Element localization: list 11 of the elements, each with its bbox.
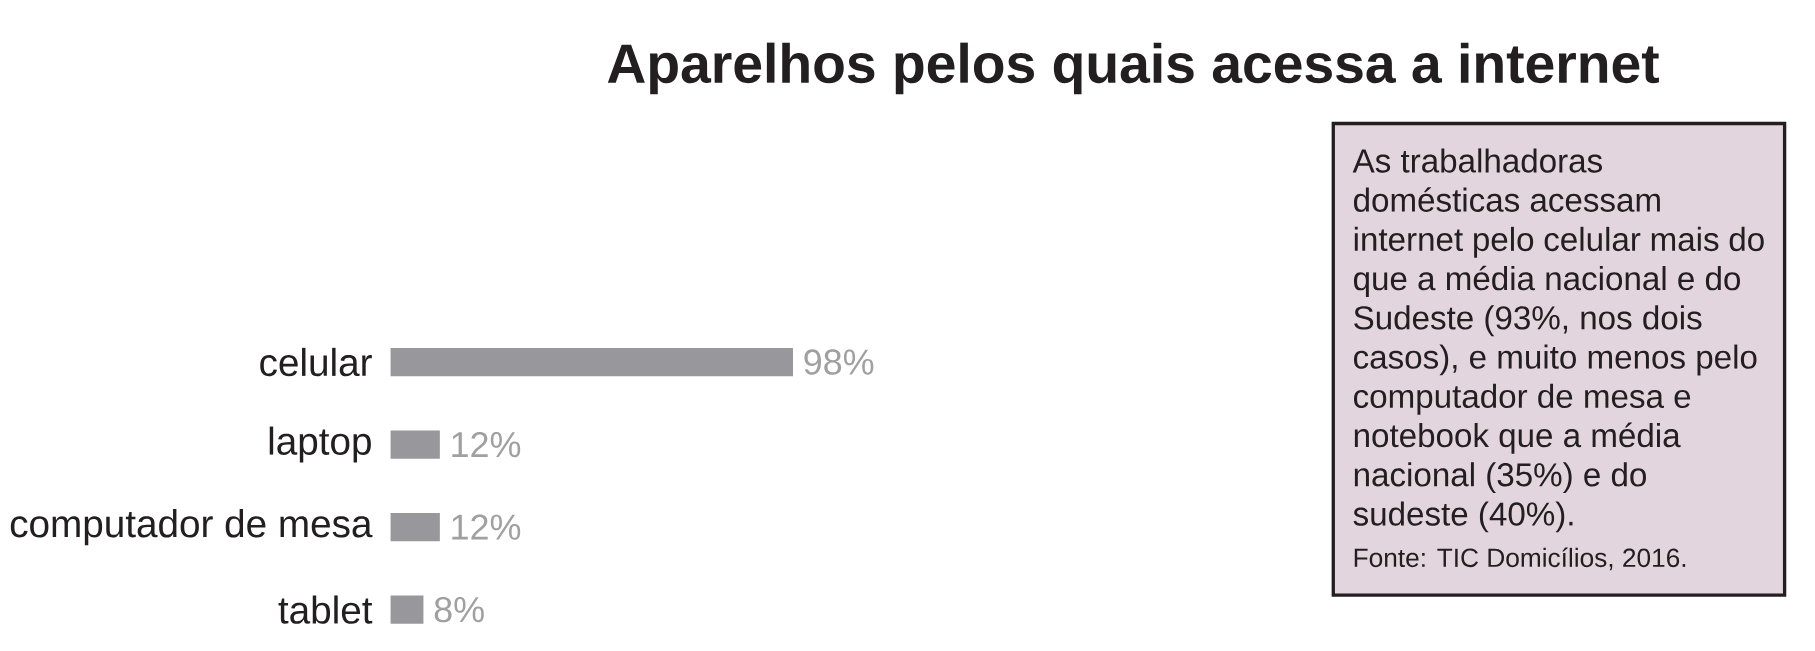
data-label: 12% [452,431,521,458]
data-label: 12% [452,514,521,540]
y-tick-label: laptop [269,426,371,463]
y-tick-label: tablet [278,595,373,624]
text: As trabalhadoras domésticas acessam internet pelo celular mais do que a média nacional e do Sudeste (93%, nos dois casos), e muito menos pelo computador de mesa e notebook que a média nacional (35%) e do sudeste (40%). [1352,148,1764,533]
data-label: 8% [434,596,484,623]
source-note: Fonte: TIC Domicílios, 2016. [1354,547,1686,571]
text: Aparelhos pelos quais acessa a internet [607,42,1659,95]
y-tick-label: computador de mesa [10,509,373,546]
y-tick-label: celular [260,347,372,377]
data-label: 98% [804,349,874,375]
